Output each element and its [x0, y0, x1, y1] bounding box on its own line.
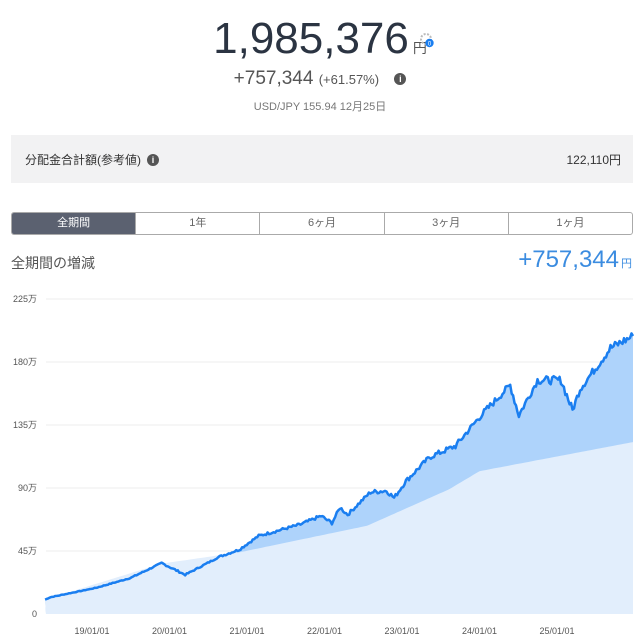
period-label: 全期間の増減	[11, 255, 95, 271]
currency-unit: 円	[412, 40, 427, 56]
period-change: +757,344 円	[518, 246, 632, 274]
period-change-value: +757,344	[518, 246, 619, 273]
y-tick-label: 225万	[13, 294, 37, 304]
total-value: 1,985,376	[213, 14, 409, 63]
tab-all[interactable]: 全期間	[12, 213, 136, 234]
distribution-label: 分配金合計額(参考値)	[25, 152, 141, 167]
x-tick-label: 21/01/01	[229, 626, 264, 636]
svg-text:0: 0	[428, 42, 432, 48]
y-tick-label: 90万	[18, 483, 37, 493]
tab-1y[interactable]: 1年	[135, 213, 259, 234]
tab-3m[interactable]: 3ヶ月	[383, 213, 508, 234]
distribution-summary: 分配金合計額(参考値) i 122,110円	[11, 135, 633, 183]
y-tick-label: 135万	[13, 420, 37, 430]
y-tick-label: 180万	[13, 357, 37, 367]
period-change-unit: 円	[621, 258, 632, 270]
x-tick-label: 23/01/01	[384, 626, 419, 636]
x-tick-label: 24/01/01	[462, 626, 497, 636]
info-icon[interactable]: i	[147, 154, 159, 167]
x-tick-label: 20/01/01	[152, 626, 187, 636]
fx-rate: USD/JPY 155.94 12月25日	[253, 101, 387, 113]
y-tick-label: 0	[32, 609, 37, 619]
valuation-line	[44, 332, 635, 601]
y-tick-label: 45万	[18, 546, 37, 556]
gain-value: +757,344	[233, 68, 314, 89]
x-tick-label: 22/01/01	[307, 626, 342, 636]
gain-percent: (+61.57%)	[318, 72, 380, 87]
info-icon[interactable]: i	[394, 72, 407, 85]
distribution-label-group: 分配金合計額(参考値) i	[25, 151, 159, 168]
x-tick-label: 25/01/01	[539, 626, 574, 636]
total-valuation: 1,985,376 円	[0, 14, 640, 64]
tab-1m[interactable]: 1ヶ月	[507, 213, 632, 234]
x-tick-label: 19/01/01	[74, 626, 109, 636]
total-gain: +757,344 (+61.57%) i	[0, 68, 640, 90]
period-tabs: 全期間 1年 6ヶ月 3ヶ月 1ヶ月	[11, 212, 633, 235]
distribution-value: 122,110円	[566, 152, 622, 167]
gear-badge-icon[interactable]: 0	[418, 32, 436, 50]
tab-6m[interactable]: 6ヶ月	[259, 213, 383, 234]
